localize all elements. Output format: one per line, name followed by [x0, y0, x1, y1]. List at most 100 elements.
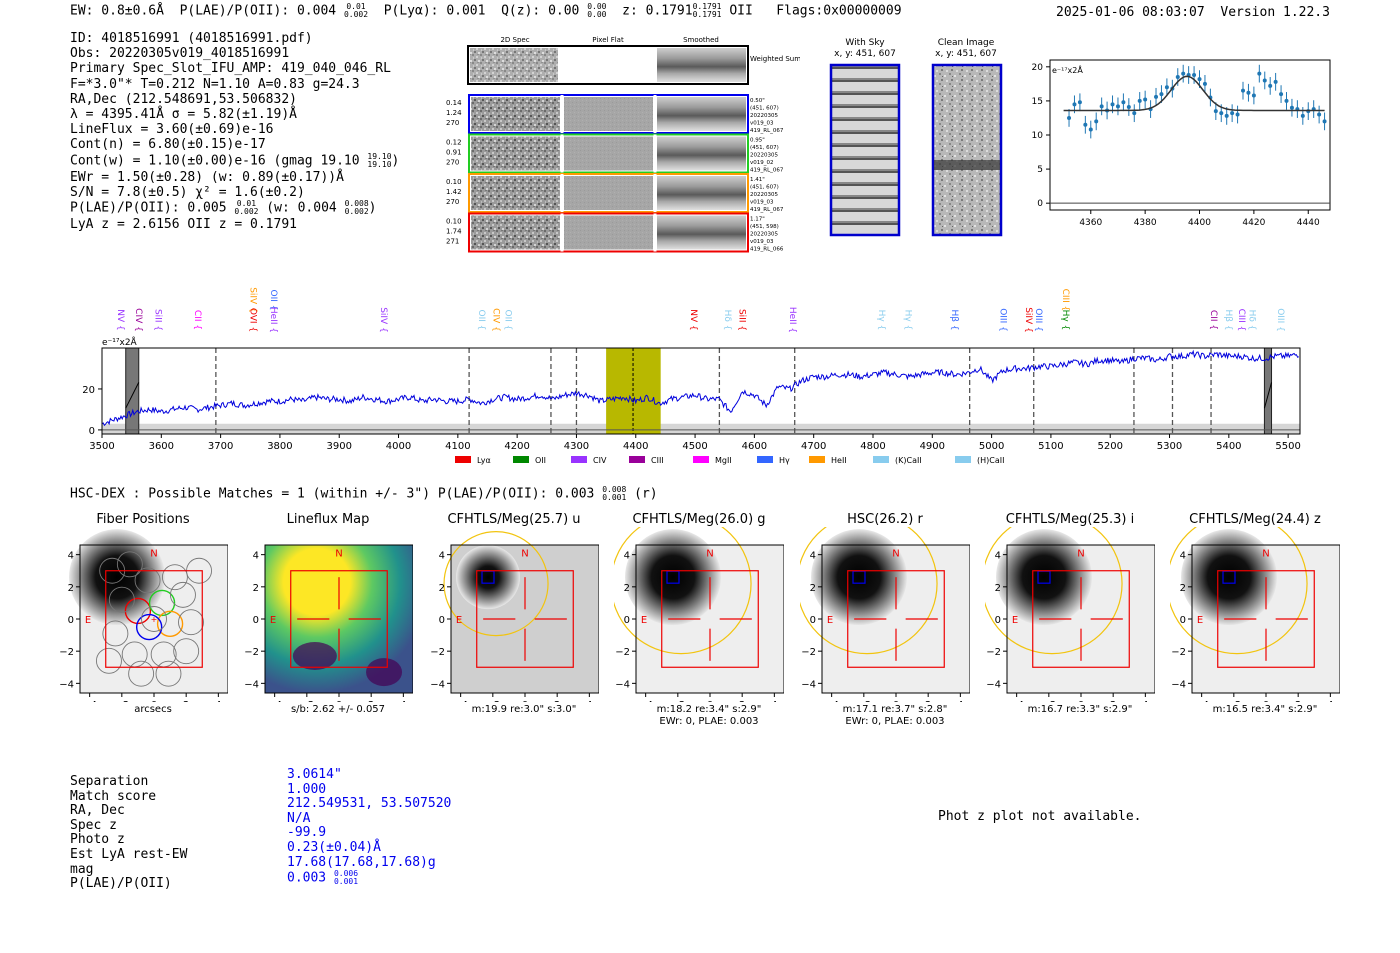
spec2d-panel: 2D Spec Pixel Flat Smoothed Weighted Sum… — [446, 36, 800, 253]
cutout-xtick-label: 4 — [586, 700, 592, 702]
spectrum-legend-label: (K)CaII — [895, 456, 922, 465]
match-table-keys: Separation Match score RA, Dec Spec z Photo … — [70, 774, 188, 892]
cutout-xtick-label: −4 — [1194, 700, 1209, 702]
match-ellipse — [443, 531, 549, 637]
fit-point — [1322, 119, 1327, 124]
cutout-xtick-label: 0 — [707, 700, 713, 702]
cutout-xtick-label: 2 — [1295, 700, 1301, 702]
spectrum-line-label: Hβ { — [1223, 309, 1233, 330]
fit-point — [1219, 111, 1224, 116]
lineflux-low — [366, 658, 403, 687]
spec2d-row-flat — [564, 215, 653, 250]
spectrum-xtick-label: 5000 — [979, 441, 1004, 452]
cutout-xtick-label: 2 — [183, 700, 189, 702]
fit-point — [1192, 73, 1197, 77]
info-contn: Cont(n) = 6.80(±0.15)e-17 — [70, 137, 266, 153]
spec2d-row-right-label: 20220305 — [750, 153, 778, 159]
match-key: Est LyA rest-EW — [70, 846, 188, 862]
cutout-title: CFHTLS/Meg(26.0) g — [632, 512, 766, 527]
cutout-ytick-label: 4 — [995, 551, 1001, 562]
spectrum-xtick-label: 4700 — [801, 441, 826, 452]
cutout-image: N E 4 −4 2 −2 0 0 −2 2 −4 4 — [981, 513, 1156, 711]
spec2d-row-2d — [471, 176, 560, 210]
fit-point — [1110, 102, 1115, 107]
fiber-center-marker: + — [151, 615, 158, 624]
cutout-ytick-label: −4 — [430, 679, 445, 690]
cutout-panel: CFHTLS/Meg(26.0) g N E 4 −4 2 −2 0 0 −2 2 −4 4 m:18.2… — [610, 512, 794, 728]
fit-point — [1094, 119, 1099, 124]
header-version: Version 1.22.3 — [1220, 5, 1330, 20]
spectrum-legend-label: MgII — [715, 456, 732, 465]
hsc-summary: HSC-DEX : Possible Matches = 1 (within +… — [70, 486, 658, 502]
header-qz: Q(z): 0.00 — [501, 3, 580, 19]
spec2d-row-right-label: v019_03 — [750, 200, 774, 206]
cutout-ytick-label: −2 — [615, 647, 630, 658]
spectrum-line-label: SiIV { — [1023, 307, 1033, 333]
spec2d-row-2d — [471, 136, 560, 171]
north-marker: N — [706, 548, 713, 559]
spec2d-row-right-label: 419_RL_067 — [750, 128, 784, 134]
fit-ytick-label: 15 — [1032, 97, 1043, 107]
fit-point — [1241, 88, 1246, 93]
info-id: ID: 4018516991 (4018516991.pdf) — [70, 31, 313, 46]
spectrum-line-label: Hδ { — [1247, 310, 1257, 331]
fit-point — [1300, 113, 1305, 118]
cutout-ytick-label: 2 — [1180, 583, 1186, 594]
fiber-circle — [173, 638, 200, 665]
cutout-title: Fiber Positions — [96, 512, 190, 527]
spectrum-xtick-label: 4000 — [386, 441, 411, 452]
fiber-circle — [170, 581, 196, 608]
spectrum-line-label: CIV { — [490, 308, 500, 332]
cutout-image: N E 4 −4 2 −2 0 0 −2 2 −4 4 — [1166, 513, 1341, 711]
info-ewr: EWr = 1.50(±0.28) (w: 0.89(±0.17))Å — [70, 169, 344, 185]
cutout-caption: m:16.5 re:3.4" s:2.9" — [1170, 704, 1350, 716]
header-timestamp: 2025-01-06 08:03:07 — [1056, 5, 1205, 20]
cutout-title: Lineflux Map — [286, 512, 370, 527]
cutout-caption-line1: arcsecs — [134, 704, 172, 715]
spec2d-row-smoothed — [657, 97, 746, 131]
spec2d-row-flat — [564, 136, 653, 171]
spectrum-line-label: Hγ { — [1060, 310, 1070, 331]
spec2d-row-flat — [564, 97, 653, 131]
aperture-box — [290, 570, 388, 668]
cutout-xtick-label: 0 — [1078, 700, 1084, 702]
cutout-image: N E 4 −4 2 −2 0 0 −2 2 −4 4 — [610, 513, 785, 711]
spec2d-row-right-label: 1.41" — [750, 177, 765, 183]
north-marker: N — [1077, 548, 1084, 559]
east-marker: E — [85, 615, 91, 626]
with-sky-title: With Sky — [845, 38, 885, 48]
weighted-sum-smoothed — [657, 48, 746, 82]
cutout-title: CFHTLS/Meg(25.7) u — [447, 512, 581, 527]
spec2d-col-pixelflat: Pixel Flat — [592, 36, 624, 44]
cutout-xtick-label: −4 — [453, 700, 468, 702]
spectrum-ytick-label: 0 — [89, 426, 95, 437]
info-obs: Obs: 20220305v019_4018516991 — [70, 46, 290, 62]
fit-point — [1099, 104, 1104, 109]
spectrum-error-band — [102, 423, 1300, 434]
cutout-panel: Lineflux Map N E 4 −4 2 −2 0 0 −2 2 −4 4 s/b: 2.62 +/… — [243, 512, 423, 716]
info-contw-range: 19.10 19.10 — [367, 151, 392, 169]
cutout-xtick-label: 4 — [400, 700, 406, 702]
fit-point — [1175, 75, 1180, 80]
cutout-ytick-label: 0 — [439, 615, 445, 626]
cutout-caption-line1: s/b: 2.62 +/- 0.057 — [290, 704, 386, 715]
spectrum-xtick-label: 5300 — [1157, 441, 1182, 452]
spectrum-xtick-label: 4800 — [860, 441, 885, 452]
spectrum-line-label: SiII { — [152, 309, 162, 331]
cutout-ytick-label: −4 — [59, 679, 74, 690]
header-plya: P(Lyα): 0.001 — [383, 3, 486, 19]
spectrum-xtick-label: 4500 — [682, 441, 707, 452]
cutout-source — [69, 529, 165, 626]
cutout-ytick-label: −2 — [430, 647, 445, 658]
fit-point — [1279, 92, 1284, 97]
cutout-xtick-label: 0 — [522, 700, 528, 702]
spec2d-col-smoothed: Smoothed — [683, 36, 719, 44]
fit-point — [1083, 122, 1088, 127]
cutout-ytick-label: −2 — [59, 647, 74, 658]
spectrum-legend-swatch — [955, 456, 971, 463]
match-value: 3.0614" — [287, 767, 342, 782]
cutout-image: N E 4 −4 2 −2 0 0 −2 2 −4 4 — [430, 531, 600, 711]
fit-point — [1159, 92, 1164, 97]
spec2d-row-smoothed — [657, 215, 746, 250]
cutout-caption: m:16.7 re:3.3" s:2.9" — [985, 704, 1165, 716]
